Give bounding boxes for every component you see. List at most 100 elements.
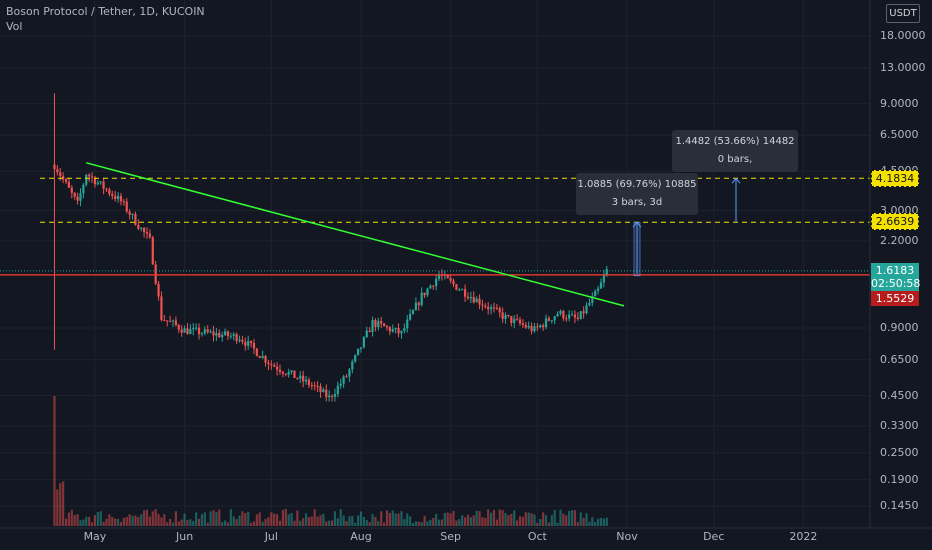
candle-body [596,288,600,291]
volume-bar [440,519,444,526]
symbol-title[interactable]: Boson Protocol / Tether, 1D, KUCOIN [6,5,205,18]
volume-bar [238,515,241,526]
volume-bar [403,519,406,526]
candle-body [313,385,316,387]
candle-body [171,320,175,322]
volume-bar [539,518,542,526]
volume-bar [163,514,166,526]
volume-bar [111,517,114,526]
candle-body [322,389,325,393]
volume-bar [114,518,117,526]
volume-bar [507,515,510,526]
candle-body [391,329,394,332]
volume-bar [244,513,247,526]
candle-body [102,181,105,189]
volume-bar [67,512,71,526]
volume-bar [249,522,253,526]
volume-bar [255,514,258,526]
time-tick-label: May [83,530,107,543]
volume-bar [348,516,351,526]
volume-bar [177,521,180,526]
candle-body [513,318,516,323]
time-tick-label: Aug [350,530,372,543]
volume-bar [264,518,267,526]
volume-indicator-label[interactable]: Vol [6,20,23,33]
volume-bar [510,513,513,526]
volume-bar [368,522,371,526]
volume-bar [90,522,94,526]
volume-bars [53,396,608,526]
volume-bar [354,522,357,526]
time-tick-label: Nov [616,530,638,543]
volume-bar [562,513,565,526]
volume-bar [70,509,73,526]
candle-body [420,292,423,306]
volume-bar [307,517,311,526]
candle-body [518,319,522,324]
candle-body [472,297,475,303]
volume-bar [154,509,157,526]
volume-bar [296,510,299,526]
candle-body [414,302,418,311]
volume-bar [351,515,354,526]
candle-body [330,395,334,397]
volume-bar [195,512,198,526]
candle-body [452,280,455,285]
candle-body [487,306,490,310]
volume-bar [489,512,493,526]
candle-body [53,164,56,170]
volume-bar [169,518,172,526]
candle-body [281,371,284,374]
volume-bar [409,516,412,526]
volume-bar [521,516,525,526]
volume-bar [64,518,68,526]
candle-body [455,284,458,290]
candle-body [131,213,134,215]
volume-bar [82,519,85,526]
volume-bar [56,489,59,526]
candle-body [550,320,553,322]
time-tick-label: Dec [703,530,725,543]
volume-bar [145,509,149,526]
candle-body [73,192,76,197]
price-tick-label: 13.0000 [880,60,926,74]
volume-bar [160,517,163,526]
candle-body [88,174,91,177]
candle-body [423,292,426,296]
volume-bar [579,512,582,526]
volume-bar [299,520,302,526]
candle-body [481,304,484,306]
volume-bar [449,513,452,526]
volume-bar [284,509,287,526]
candle-body [403,328,406,331]
candle-body [212,331,215,336]
volume-bar [186,519,189,526]
volume-bar [290,512,293,526]
candle-body [261,356,264,358]
candle-body [406,319,409,329]
candle-body [316,385,319,387]
candle-body [296,377,299,379]
volume-bar [128,514,131,526]
candle-body [82,184,85,194]
volume-bar [183,513,186,526]
measure-box-1[interactable]: 1.4482 (53.66%) 14482 0 bars, [672,130,798,172]
volume-bar [544,515,548,526]
candle-body [255,348,258,357]
price-tick-label: 0.2500 [880,445,919,459]
measure-box-2[interactable]: 1.0885 (69.76%) 10885 3 bars, 3d [576,173,698,215]
volume-bar [380,511,383,526]
volume-bar [166,522,169,526]
current-price-value: 1.6183 [875,264,915,277]
candle-body [137,224,140,229]
volume-bar [134,515,137,526]
volume-bar [235,519,238,526]
candle-body [290,370,293,373]
volume-bar [501,510,504,526]
level-label-mid: 2.6639 [871,213,919,230]
volume-bar [304,513,308,526]
candle-body [475,298,478,303]
currency-button[interactable]: USDT [886,4,920,23]
candle-body [394,327,397,330]
